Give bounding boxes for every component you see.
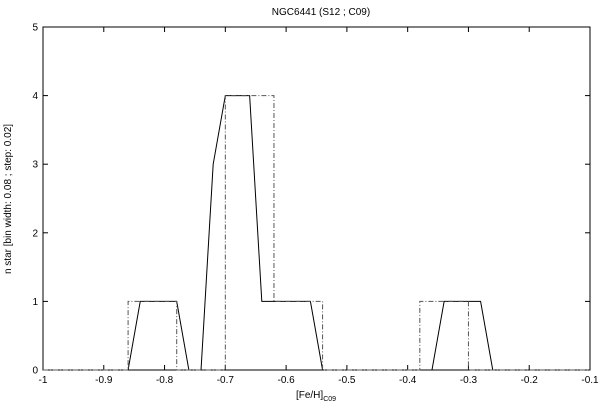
- x-tick-label: -0.6: [277, 375, 295, 386]
- y-tick-label: 0: [32, 366, 38, 377]
- x-tick-label: -0.4: [399, 375, 417, 386]
- y-tick-label: 4: [32, 91, 38, 102]
- y-tick-label: 5: [32, 23, 38, 34]
- y-axis-label: n star [bin width: 0.08 ; step: 0.02]: [3, 124, 14, 274]
- x-tick-label: -0.7: [217, 375, 235, 386]
- series-line-solid: [43, 95, 590, 371]
- x-axis-label-main: [Fe/H]: [296, 390, 323, 401]
- axis-tick-labels: -1 -0.9 -0.8 -0.7 -0.6 -0.5 -0.4 -0.3 -0.2 -0.1 0 1…: [32, 23, 599, 387]
- plot-area-frame: [42, 26, 591, 371]
- chart-title: NGC6441 (S12 ; C09): [272, 7, 370, 18]
- x-tick-label: -0.8: [156, 375, 174, 386]
- x-tick-label: -0.2: [521, 375, 539, 386]
- x-tick-label: -0.1: [581, 375, 599, 386]
- axis-ticks: [42, 26, 591, 371]
- x-tick-label: -0.3: [460, 375, 478, 386]
- series-layer: [43, 95, 590, 371]
- x-axis-label-subscript: C09: [323, 396, 336, 403]
- series-line-dash-dot: [43, 95, 590, 371]
- x-tick-label: -0.5: [338, 375, 356, 386]
- y-tick-label: 1: [32, 297, 38, 308]
- x-axis-label: [Fe/H]C09: [296, 390, 336, 403]
- x-tick-label: -1: [39, 375, 48, 386]
- y-tick-label: 2: [32, 228, 38, 239]
- y-tick-label: 3: [32, 160, 38, 171]
- x-tick-label: -0.9: [95, 375, 113, 386]
